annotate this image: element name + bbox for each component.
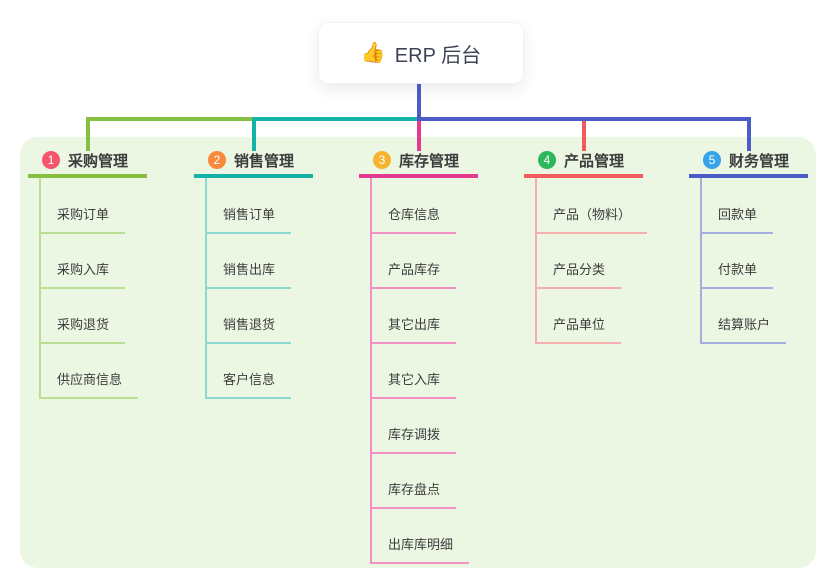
child-node[interactable]: 销售出库	[205, 261, 292, 289]
child-node[interactable]: 仓库信息	[370, 206, 457, 234]
child-node[interactable]: 其它出库	[370, 316, 457, 344]
child-node[interactable]: 结算账户	[700, 316, 787, 344]
root-label: ERP 后台	[394, 44, 482, 67]
child-label: 供应商信息	[57, 372, 123, 387]
child-label: 库存调拨	[388, 427, 441, 442]
branch-connector-h-finance	[417, 117, 751, 121]
child-node[interactable]: 产品分类	[535, 261, 622, 289]
child-label: 销售订单	[223, 207, 276, 222]
child-label: 产品分类	[553, 262, 606, 277]
child-node[interactable]: 产品库存	[370, 261, 457, 289]
child-node[interactable]: 付款单	[700, 261, 774, 289]
branch-connector-h-sales	[252, 117, 419, 121]
branch-label: 财务管理	[729, 152, 790, 170]
branch-connector-v-purchase	[86, 117, 90, 151]
child-node[interactable]: 采购入库	[39, 261, 126, 289]
branch-badge: 2	[208, 151, 226, 169]
branch-connector-v-product	[582, 121, 586, 151]
thumbs-up-icon: 👍	[360, 42, 386, 64]
child-label: 其它出库	[388, 317, 441, 332]
branch-node-purchase[interactable]: 1 采购管理	[28, 146, 147, 178]
branch-node-product[interactable]: 4 产品管理	[524, 146, 643, 178]
child-node[interactable]: 销售订单	[205, 206, 292, 234]
child-node[interactable]: 客户信息	[205, 371, 292, 399]
branch-label: 采购管理	[68, 152, 129, 170]
branch-children-line	[535, 178, 537, 344]
child-label: 出库库明细	[388, 537, 454, 552]
branch-connector-v-finance	[747, 117, 751, 151]
root-connector	[417, 80, 421, 121]
child-label: 结算账户	[718, 317, 771, 332]
mindmap-background-panel	[20, 137, 816, 568]
child-node[interactable]: 产品单位	[535, 316, 622, 344]
child-label: 付款单	[718, 262, 758, 277]
child-label: 采购退货	[57, 317, 110, 332]
child-label: 仓库信息	[388, 207, 441, 222]
child-node[interactable]: 产品（物料）	[535, 206, 648, 234]
branch-label: 销售管理	[234, 152, 295, 170]
child-node[interactable]: 采购订单	[39, 206, 126, 234]
child-label: 其它入库	[388, 372, 441, 387]
child-label: 库存盘点	[388, 482, 441, 497]
branch-connector-h-purchase	[86, 117, 254, 121]
child-label: 采购入库	[57, 262, 110, 277]
branch-children-line	[370, 178, 372, 564]
child-node[interactable]: 销售退货	[205, 316, 292, 344]
child-node[interactable]: 库存调拨	[370, 426, 457, 454]
root-node[interactable]: 👍 ERP 后台	[318, 22, 524, 84]
child-label: 回款单	[718, 207, 758, 222]
child-node[interactable]: 库存盘点	[370, 481, 457, 509]
branch-label: 产品管理	[564, 152, 625, 170]
child-node[interactable]: 其它入库	[370, 371, 457, 399]
child-label: 产品（物料）	[553, 207, 632, 222]
branch-badge: 3	[373, 151, 391, 169]
branch-node-inventory[interactable]: 3 库存管理	[359, 146, 478, 178]
child-node[interactable]: 供应商信息	[39, 371, 139, 399]
child-label: 采购订单	[57, 207, 110, 222]
child-label: 产品库存	[388, 262, 441, 277]
branch-label: 库存管理	[399, 152, 460, 170]
branch-connector-v-sales	[252, 117, 256, 151]
child-node[interactable]: 回款单	[700, 206, 774, 234]
branch-badge: 5	[703, 151, 721, 169]
branch-node-finance[interactable]: 5 财务管理	[689, 146, 808, 178]
child-label: 销售退货	[223, 317, 276, 332]
branch-badge: 4	[538, 151, 556, 169]
branch-children-line	[700, 178, 702, 344]
child-node[interactable]: 采购退货	[39, 316, 126, 344]
branch-connector-v-inventory	[417, 121, 421, 151]
branch-node-sales[interactable]: 2 销售管理	[194, 146, 313, 178]
branch-badge: 1	[42, 151, 60, 169]
child-node[interactable]: 出库库明细	[370, 536, 470, 564]
child-label: 客户信息	[223, 372, 276, 387]
child-label: 销售出库	[223, 262, 276, 277]
child-label: 产品单位	[553, 317, 606, 332]
